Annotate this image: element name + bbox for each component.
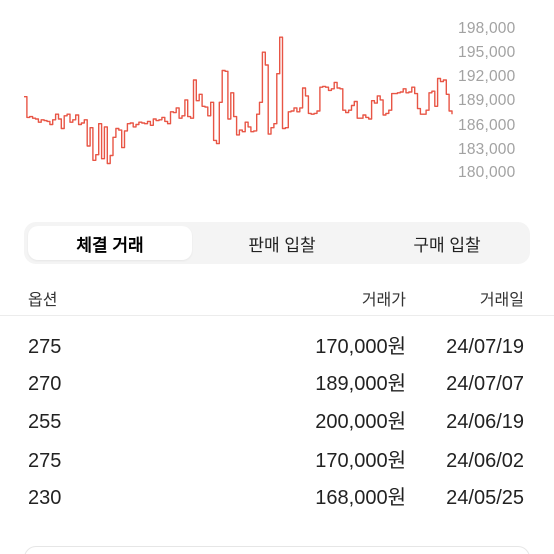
option-cell: 270 [28, 373, 62, 395]
y-tick-label: 180,000 [458, 164, 516, 181]
table-header: 옵션 거래가 거래일 [0, 276, 554, 316]
option-cell: 275 [28, 450, 62, 472]
table-row: 275 170,000원 24/07/19 [0, 329, 554, 365]
option-cell: 275 [28, 336, 62, 358]
header-date: 거래일 [479, 292, 524, 309]
date-cell: 24/06/02 [446, 450, 524, 472]
tab-buy-bids[interactable]: 구매 입찰 [413, 235, 481, 255]
y-tick-label: 186,000 [458, 117, 516, 134]
y-tick-label: 183,000 [458, 141, 516, 158]
price-chart: 198,000 195,000 192,000 189,000 186,000 … [0, 0, 554, 200]
date-cell: 24/07/07 [446, 373, 524, 395]
date-cell: 24/07/19 [446, 336, 524, 358]
price-cell: 170,000원 [315, 336, 406, 358]
table-row: 230 168,000원 24/05/25 [0, 480, 554, 516]
header-price: 거래가 [361, 292, 406, 309]
date-cell: 24/05/25 [446, 487, 524, 509]
trade-tabs: 체결 거래 판매 입찰 구매 입찰 [24, 222, 530, 264]
table-row: 255 200,000원 24/06/19 [0, 404, 554, 440]
y-tick-label: 189,000 [458, 92, 516, 109]
price-cell: 189,000원 [315, 373, 406, 395]
header-option: 옵션 [28, 292, 58, 309]
option-cell: 255 [28, 411, 62, 433]
y-tick-label: 198,000 [458, 20, 516, 37]
y-tick-label: 192,000 [458, 68, 516, 85]
table-row: 270 189,000원 24/07/07 [0, 366, 554, 402]
date-cell: 24/06/19 [446, 411, 524, 433]
y-tick-label: 195,000 [458, 44, 516, 61]
bottom-card [24, 546, 530, 554]
table-row: 275 170,000원 24/06/02 [0, 443, 554, 479]
tab-sell-bids[interactable]: 판매 입찰 [248, 235, 316, 255]
price-cell: 200,000원 [315, 411, 406, 433]
price-cell: 168,000원 [315, 487, 406, 509]
price-line-chart-svg [24, 36, 453, 165]
price-series-line [24, 36, 453, 165]
option-cell: 230 [28, 487, 62, 509]
price-cell: 170,000원 [315, 450, 406, 472]
tab-completed-trades[interactable]: 체결 거래 [28, 226, 192, 260]
